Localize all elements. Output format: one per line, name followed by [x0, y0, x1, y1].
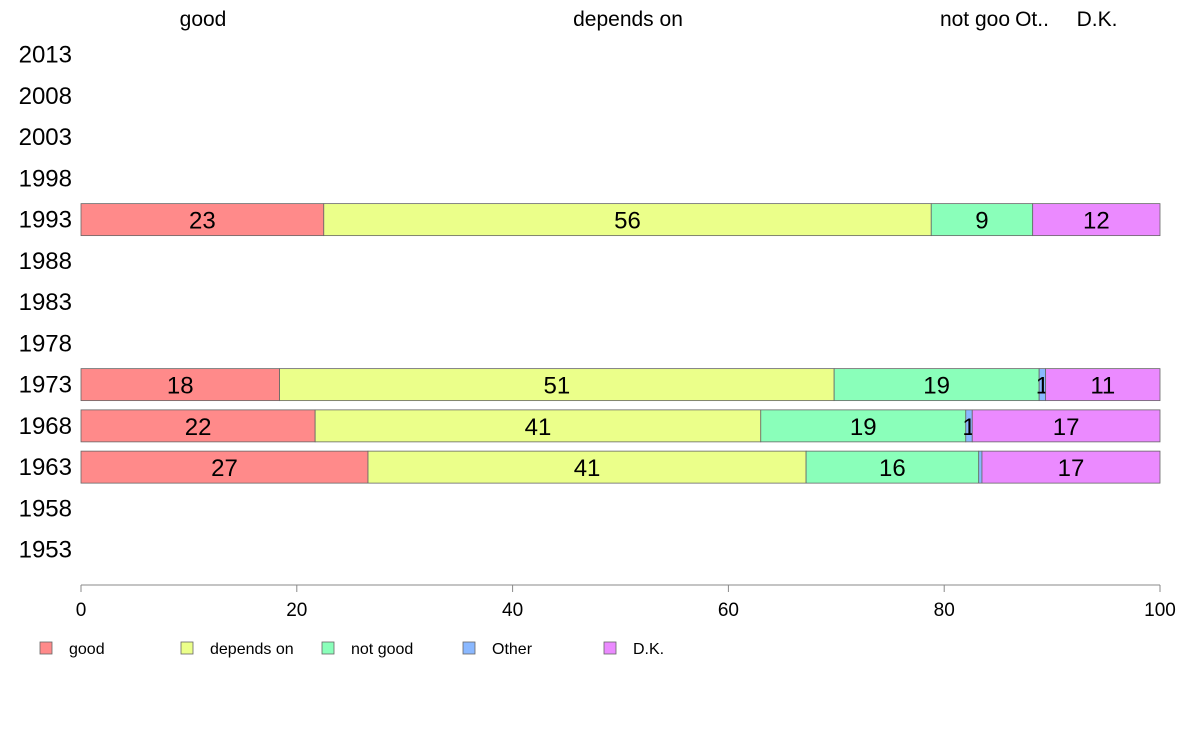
top-label-0: good: [180, 8, 227, 31]
bar-1993-not-good: [930, 203, 1034, 237]
top-label-1: depends on: [573, 8, 683, 31]
legend-swatch-good: [39, 641, 53, 655]
year-label-1998: 1998: [19, 165, 72, 192]
bar-1968-d-k-: [971, 409, 1161, 443]
bar-1963-depends-on: [367, 450, 807, 484]
bar-label-1993-4: 12: [1083, 208, 1110, 235]
bar-1973-good: [80, 368, 280, 402]
x-tick-label-20: 20: [286, 600, 307, 621]
legend-swatch-d-k-: [603, 641, 617, 655]
bar-1963-good: [80, 450, 369, 484]
bar-label-1993-0: 23: [189, 208, 216, 235]
bar-1963-other: [978, 450, 983, 484]
bar-label-1973-1: 51: [543, 373, 570, 400]
legend-swatch-other: [462, 641, 476, 655]
year-axis-labels: 2013 2008 2003 1998 1993 1988 1983 1978 1973 1968…: [19, 42, 72, 564]
x-tick-label-0: 0: [76, 600, 87, 621]
year-label-1963: 1963: [19, 454, 72, 481]
legend: good depends on not good Other D.K.: [39, 641, 664, 658]
year-label-1993: 1993: [19, 207, 72, 234]
bar-label-1968-1: 41: [525, 414, 552, 441]
year-label-1978: 1978: [19, 330, 72, 357]
top-label-4: D.K.: [1077, 8, 1118, 31]
bar-1968-good: [80, 409, 316, 443]
bar-label-1973-4: 11: [1090, 373, 1115, 400]
bar-label-1973-2: 19: [923, 373, 950, 400]
bar-1963-not-good: [805, 450, 980, 484]
legend-label-depends-on: depends on: [210, 641, 294, 658]
bar-label-1968-4: 17: [1053, 414, 1080, 441]
year-label-1958: 1958: [19, 495, 72, 522]
legend-label-not-good: not good: [351, 641, 413, 658]
year-label-1953: 1953: [19, 537, 72, 564]
bar-1968-not-good: [760, 409, 967, 443]
x-tick-label-80: 80: [934, 600, 955, 621]
bar-label-1993-2: 9: [975, 208, 988, 235]
legend-label-good: good: [69, 641, 105, 658]
bar-label-1968-0: 22: [185, 414, 212, 441]
bar-label-1963-1: 41: [574, 455, 601, 482]
year-label-1968: 1968: [19, 413, 72, 440]
year-label-1983: 1983: [19, 289, 72, 316]
bar-label-1968-2: 19: [850, 414, 877, 441]
legend-label-other: Other: [492, 641, 533, 658]
legend-swatch-depends-on: [180, 641, 194, 655]
bar-1993-d-k-: [1032, 203, 1161, 237]
legend-label-d-k-: D.K.: [633, 641, 664, 658]
x-tick-label-60: 60: [718, 600, 739, 621]
x-axis: 0 20 40 60 80 100: [76, 584, 1176, 621]
bar-1993-good: [80, 203, 325, 237]
bar-1963-d-k-: [981, 450, 1161, 484]
bar-label-1973-0: 18: [167, 373, 194, 400]
year-label-1988: 1988: [19, 248, 72, 275]
top-category-labels: good depends on not goo Ot.. D.K.: [180, 8, 1118, 31]
top-label-3: Ot..: [1015, 8, 1049, 31]
bar-label-1993-1: 56: [614, 208, 641, 235]
bar-label-1963-2: 16: [879, 455, 906, 482]
bar-1973-not-good: [833, 368, 1040, 402]
year-label-1973: 1973: [19, 372, 72, 399]
legend-swatch-not-good: [321, 641, 335, 655]
bar-1973-d-k-: [1045, 368, 1161, 402]
bar-1993-depends-on: [323, 203, 932, 237]
x-tick-label-100: 100: [1144, 600, 1176, 621]
x-tick-label-40: 40: [502, 600, 523, 621]
year-label-2013: 2013: [19, 42, 72, 69]
year-label-2008: 2008: [19, 83, 72, 110]
year-label-2003: 2003: [19, 124, 72, 151]
bar-label-1963-0: 27: [211, 455, 238, 482]
bar-label-1963-4: 17: [1058, 455, 1085, 482]
bar-1973-depends-on: [279, 368, 835, 402]
top-label-2: not goo: [940, 8, 1010, 31]
